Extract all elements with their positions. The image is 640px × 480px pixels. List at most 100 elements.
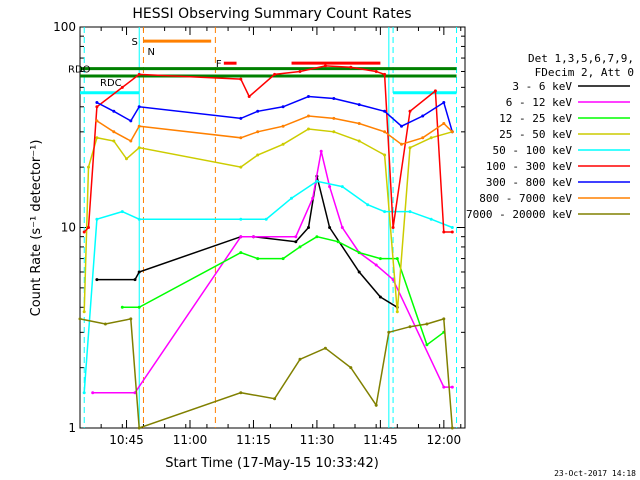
series-point — [319, 149, 323, 153]
series-point — [239, 165, 243, 169]
legend-label: 50 - 100 keV — [493, 144, 573, 157]
series-point — [387, 330, 391, 334]
series-point — [137, 305, 141, 309]
series-point — [374, 263, 378, 267]
legend-label: 3 - 6 keV — [512, 80, 572, 93]
series-point — [256, 257, 260, 261]
rdo-label: RDO — [68, 65, 91, 76]
x-tick-label: 11:45 — [363, 433, 398, 447]
series-point — [112, 139, 116, 143]
series-point — [137, 146, 141, 150]
axes-ticks: 10:45 11:00 11:15 11:30 11:45 12:00 1 10 100 — [53, 20, 465, 447]
series-point — [400, 142, 403, 146]
series-point — [315, 235, 319, 239]
legend-header: Det 1,3,5,6,7,9, — [528, 52, 634, 65]
series-point — [294, 235, 298, 239]
series-point — [137, 124, 141, 128]
legend-label: 300 - 800 keV — [486, 176, 572, 189]
y-axis-label: Count Rate (s⁻¹ detector⁻¹) — [29, 140, 44, 317]
series-point — [294, 240, 298, 244]
series-point — [239, 217, 243, 221]
series-point — [298, 245, 302, 249]
series-point — [137, 217, 141, 221]
series-point — [256, 130, 260, 134]
series-point — [421, 114, 425, 118]
legend-label: 6 - 12 keV — [506, 96, 573, 109]
x-tick-label: 11:30 — [300, 433, 335, 447]
series-point — [349, 65, 353, 69]
series-point — [442, 230, 446, 234]
series-line-6 — [96, 95, 454, 133]
legend-label: 100 - 300 keV — [486, 160, 572, 173]
series-point — [307, 127, 310, 131]
series-point — [374, 403, 378, 407]
series-point — [95, 136, 99, 140]
series-point — [340, 185, 344, 189]
series-point — [311, 196, 315, 200]
legend: Det 1,3,5,6,7,9,FDecim 2, Att 03 - 6 keV… — [466, 52, 634, 221]
series-point — [332, 130, 336, 134]
series-point — [425, 343, 429, 347]
series-point — [120, 85, 124, 89]
series-point — [129, 119, 133, 123]
series-point — [290, 196, 293, 200]
series-point — [95, 119, 99, 123]
series-point — [281, 257, 285, 261]
series-point — [421, 136, 425, 140]
series-point — [281, 124, 285, 128]
series-line-8 — [79, 317, 454, 430]
series-point — [408, 146, 412, 150]
series-point — [391, 226, 395, 229]
series-point — [332, 97, 336, 100]
night-label: N — [147, 47, 154, 58]
series-point — [120, 210, 124, 214]
series-line-1 — [92, 151, 453, 394]
series-point — [95, 101, 99, 104]
series-point — [429, 217, 433, 221]
series-point — [425, 322, 429, 326]
series-point — [307, 95, 310, 98]
series-point — [450, 230, 454, 234]
series-point — [137, 105, 141, 109]
plot-frame — [79, 26, 466, 429]
legend-label: 7000 - 20000 keV — [466, 208, 572, 221]
series-point — [349, 366, 353, 370]
series-point — [442, 385, 446, 389]
series-point — [103, 322, 107, 326]
y-tick-label: 100 — [53, 20, 76, 34]
series-point — [87, 226, 90, 229]
series-point — [137, 270, 141, 274]
series-point — [383, 130, 387, 134]
series-point — [95, 278, 99, 282]
series-point — [357, 139, 361, 143]
rdc-label: RDC — [100, 78, 122, 89]
series-point — [408, 210, 412, 214]
series-point — [129, 317, 133, 321]
series-point — [315, 179, 319, 183]
status-flags: SN F RDO RDC — [68, 27, 458, 428]
series-point — [395, 257, 399, 261]
series-point — [323, 346, 327, 350]
x-tick-label: 11:00 — [173, 433, 208, 447]
series-point — [400, 124, 403, 128]
x-tick-label: 12:00 — [427, 433, 462, 447]
series-point — [137, 72, 141, 76]
y-tick-label: 1 — [68, 421, 76, 435]
series-point — [95, 217, 99, 221]
series-point — [442, 317, 446, 321]
series-point — [252, 235, 255, 239]
series-point — [82, 391, 86, 395]
series-point — [264, 217, 268, 221]
series-point — [307, 114, 310, 118]
y-tick-label: 10 — [61, 221, 76, 235]
series-point — [357, 122, 361, 125]
series-point — [378, 257, 382, 261]
series-point — [442, 122, 446, 125]
series-point — [383, 210, 387, 214]
legend-label: 25 - 50 keV — [499, 128, 572, 141]
series-point — [112, 109, 116, 113]
legend-label: 12 - 25 keV — [499, 112, 572, 125]
series-point — [332, 116, 336, 120]
series-point — [247, 95, 251, 98]
